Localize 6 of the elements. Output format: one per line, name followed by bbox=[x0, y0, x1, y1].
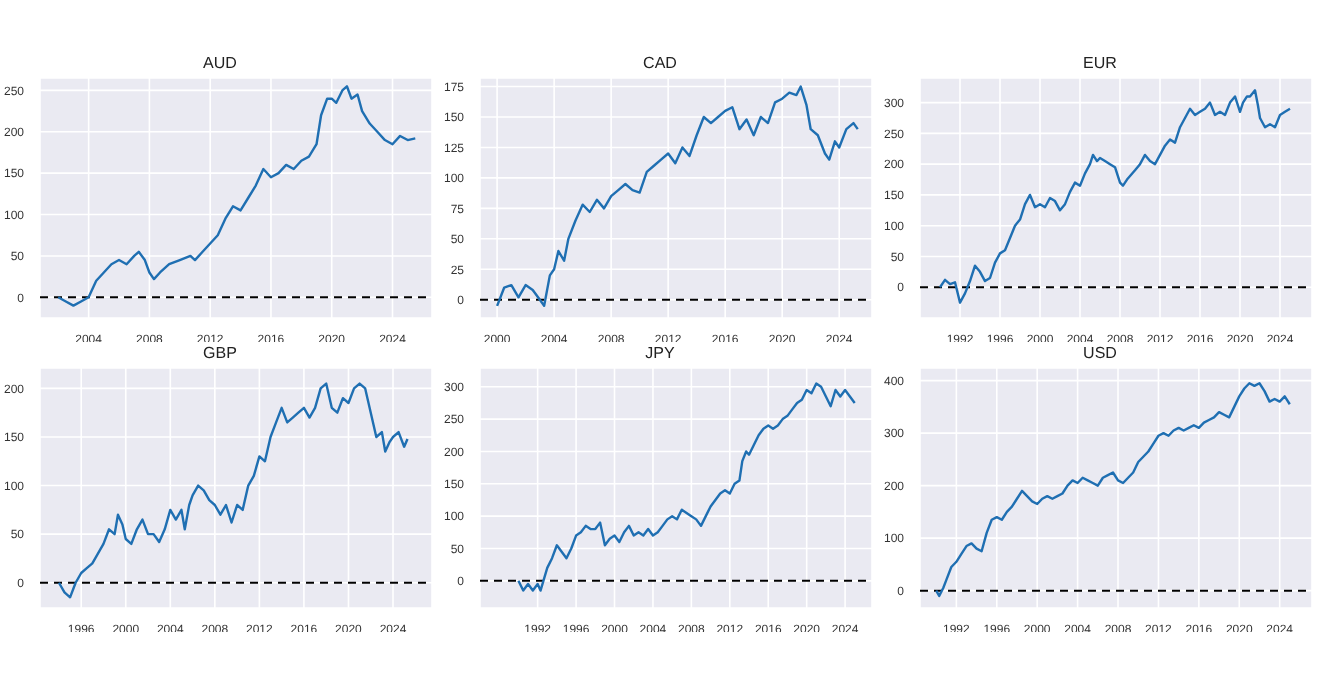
chart-title: JPY bbox=[645, 344, 675, 362]
chart-title: EUR bbox=[1081, 52, 1119, 74]
chart-title: AUD bbox=[201, 52, 239, 74]
chart-title: USD bbox=[1083, 344, 1117, 362]
chart-title: CAD bbox=[641, 52, 679, 74]
chart-title: GBP bbox=[203, 344, 237, 362]
